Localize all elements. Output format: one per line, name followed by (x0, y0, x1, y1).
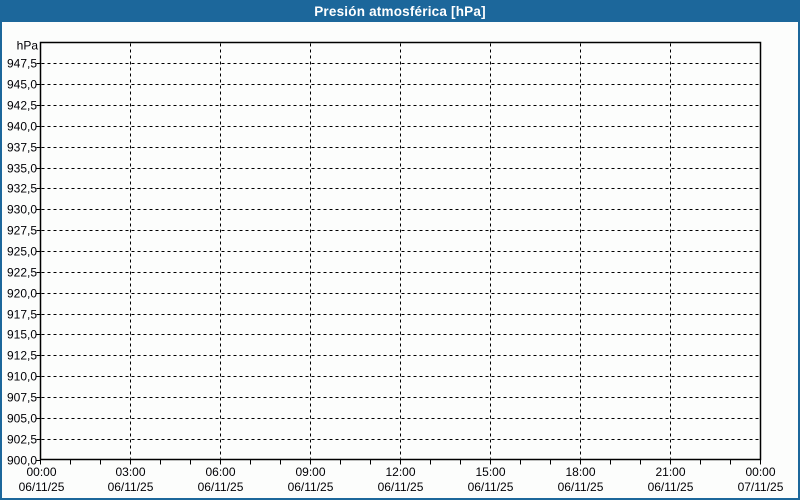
x-time-label: 21:00 (655, 465, 685, 479)
pressure-chart: 947,5 945,0 942,5 940,0 937,5 935,0 932,5 930,0… (7, 39, 784, 495)
y-tick-label: 930,0 (7, 203, 37, 217)
y-tick-label: 907,5 (7, 391, 37, 405)
y-tick-label: 900,0 (7, 454, 37, 468)
x-date-label: 06/11/25 (468, 480, 514, 494)
x-date-label: 06/11/25 (648, 480, 694, 494)
y-axis-unit-label: hPa (17, 39, 39, 53)
x-date-label: 06/11/25 (558, 480, 604, 494)
chart-title-bar: Presión atmosférica [hPa] (2, 2, 798, 22)
y-tick-label: 910,0 (7, 370, 37, 384)
y-tick-label: 947,5 (7, 57, 37, 71)
y-tick-label: 932,5 (7, 182, 37, 196)
x-time-label: 09:00 (295, 465, 325, 479)
y-tick-label: 927,5 (7, 224, 37, 238)
y-tick-label: 935,0 (7, 162, 37, 176)
y-tick-label: 945,0 (7, 78, 37, 92)
chart-title: Presión atmosférica [hPa] (314, 4, 486, 19)
x-date-label: 06/11/25 (198, 480, 244, 494)
plot-border (39, 41, 762, 461)
x-date-label: 06/11/25 (19, 480, 65, 494)
y-tick-label: 915,0 (7, 328, 37, 342)
y-tick-label: 912,5 (7, 349, 37, 363)
x-time-label: 03:00 (115, 465, 145, 479)
x-time-label: 15:00 (475, 465, 505, 479)
y-tick-label: 940,0 (7, 120, 37, 134)
y-tick-label: 905,0 (7, 412, 37, 426)
y-tick-label: 917,5 (7, 308, 37, 322)
x-time-label: 06:00 (205, 465, 235, 479)
chart-content: 947,5 945,0 942,5 940,0 937,5 935,0 932,5 930,0… (2, 22, 798, 498)
y-tick-label: 920,0 (7, 287, 37, 301)
x-date-label: 07/11/25 (738, 480, 784, 494)
x-date-label: 06/11/25 (288, 480, 334, 494)
y-tick-label: 942,5 (7, 99, 37, 113)
y-tick-label: 925,0 (7, 245, 37, 259)
x-date-label: 06/11/25 (378, 480, 424, 494)
y-tick-label: 922,5 (7, 266, 37, 280)
y-tick-label: 937,5 (7, 141, 37, 155)
x-time-label: 18:00 (565, 465, 595, 479)
x-date-label: 06/11/25 (108, 480, 154, 494)
x-time-label: 12:00 (385, 465, 415, 479)
x-time-label: 00:00 (745, 465, 775, 479)
x-time-label: 00:00 (26, 465, 56, 479)
y-tick-label: 902,5 (7, 433, 37, 447)
